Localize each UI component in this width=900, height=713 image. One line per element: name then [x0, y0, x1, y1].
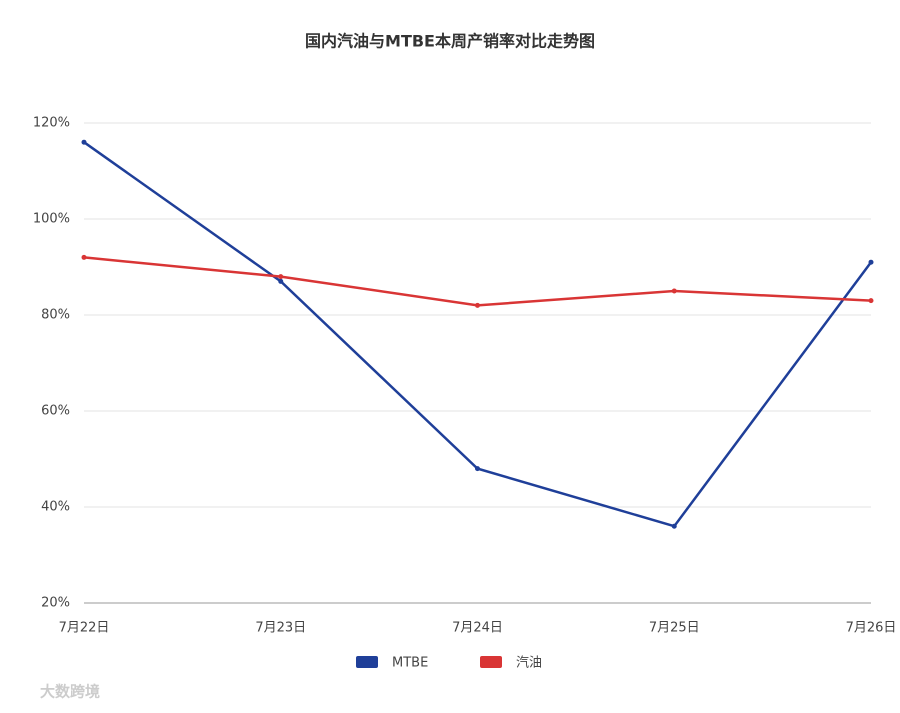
x-tick-label: 7月26日	[846, 621, 897, 636]
data-point	[671, 523, 677, 529]
data-point	[868, 298, 874, 304]
watermark: 大数跨境	[40, 683, 100, 701]
data-point	[671, 288, 677, 294]
data-point	[278, 278, 284, 284]
data-point	[278, 274, 284, 280]
y-tick-label: 120%	[33, 116, 70, 131]
x-tick-label: 7月23日	[255, 621, 306, 636]
legend-label: MTBE	[392, 656, 428, 671]
data-point	[868, 259, 874, 265]
y-tick-label: 80%	[41, 308, 70, 323]
legend-label: 汽油	[516, 656, 542, 671]
x-tick-label: 7月22日	[59, 621, 110, 636]
y-tick-label: 100%	[33, 212, 70, 227]
data-point	[81, 254, 87, 260]
x-tick-label: 7月24日	[452, 621, 503, 636]
series-line	[83, 256, 872, 307]
data-point	[475, 466, 480, 472]
y-tick-label: 60%	[41, 404, 70, 419]
data-point	[81, 139, 87, 145]
y-tick-label: 40%	[41, 500, 70, 515]
legend-swatch	[356, 656, 378, 668]
legend-swatch	[480, 656, 502, 668]
data-point	[475, 302, 480, 308]
y-tick-label: 20%	[41, 596, 70, 611]
chart-title: 国内汽油与MTBE本周产销率对比走势图	[305, 32, 595, 51]
x-tick-label: 7月25日	[649, 621, 700, 636]
